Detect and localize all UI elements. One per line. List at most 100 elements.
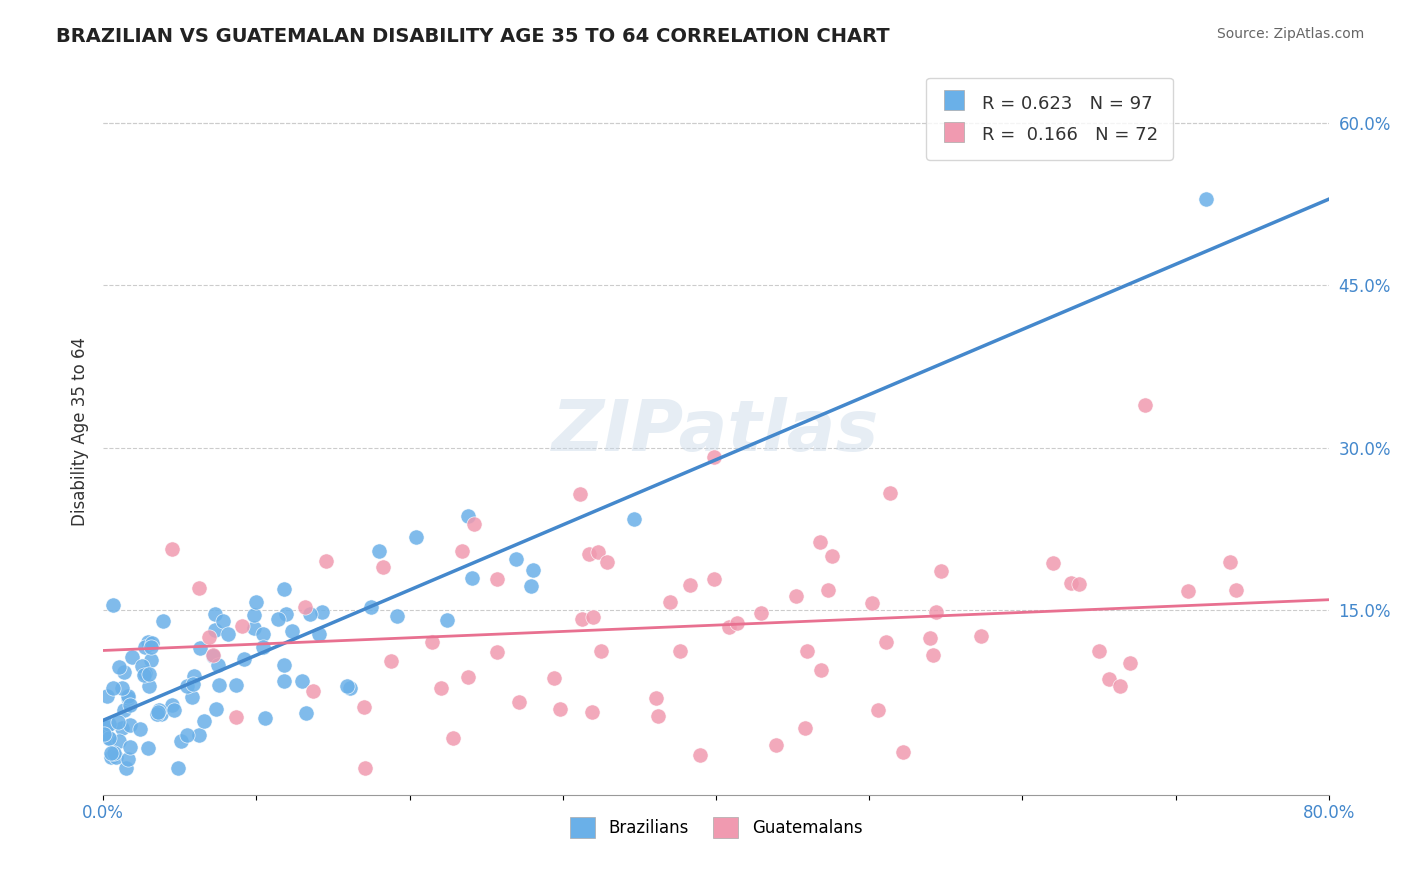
- Point: [107, 714, 129, 729]
- Point: [204, 623, 226, 637]
- Point: [817, 582, 839, 597]
- Point: [294, 706, 316, 720]
- Point: [485, 572, 508, 586]
- Point: [808, 534, 831, 549]
- Point: [796, 644, 818, 658]
- Point: [1042, 556, 1064, 570]
- Point: [860, 596, 883, 610]
- Point: [115, 761, 138, 775]
- Point: [225, 710, 247, 724]
- Point: [176, 679, 198, 693]
- Point: [117, 752, 139, 766]
- Point: [520, 579, 543, 593]
- Point: [204, 702, 226, 716]
- Point: [429, 681, 451, 695]
- Point: [582, 610, 605, 624]
- Point: [253, 710, 276, 724]
- Point: [647, 709, 669, 723]
- Point: [225, 678, 247, 692]
- Point: [591, 643, 613, 657]
- Point: [193, 714, 215, 728]
- Point: [202, 649, 225, 664]
- Point: [879, 486, 901, 500]
- Point: [146, 705, 169, 719]
- Point: [146, 706, 169, 721]
- Point: [120, 718, 142, 732]
- Point: [136, 635, 159, 649]
- Point: [299, 607, 322, 621]
- Point: [568, 487, 591, 501]
- Point: [110, 721, 132, 735]
- Point: [550, 702, 572, 716]
- Point: [207, 657, 229, 672]
- Point: [294, 599, 316, 614]
- Point: [100, 732, 122, 747]
- Point: [112, 703, 135, 717]
- Point: [245, 595, 267, 609]
- Point: [187, 581, 209, 595]
- Point: [94, 720, 117, 734]
- Point: [170, 734, 193, 748]
- Point: [100, 747, 122, 761]
- Point: [457, 509, 479, 524]
- Point: [252, 626, 274, 640]
- Point: [274, 607, 297, 622]
- Point: [765, 738, 787, 752]
- Point: [451, 544, 474, 558]
- Point: [571, 612, 593, 626]
- Point: [1219, 555, 1241, 569]
- Point: [97, 731, 120, 745]
- Point: [112, 665, 135, 679]
- Point: [208, 678, 231, 692]
- Point: [689, 747, 711, 762]
- Point: [291, 674, 314, 689]
- Point: [128, 723, 150, 737]
- Point: [1098, 673, 1121, 687]
- Point: [457, 670, 479, 684]
- Point: [104, 750, 127, 764]
- Point: [703, 450, 725, 464]
- Point: [360, 600, 382, 615]
- Point: [581, 705, 603, 719]
- Point: [436, 613, 458, 627]
- Point: [596, 555, 619, 569]
- Point: [181, 677, 204, 691]
- Point: [273, 674, 295, 689]
- Point: [121, 650, 143, 665]
- Point: [1087, 644, 1109, 658]
- Point: [148, 703, 170, 717]
- Point: [785, 589, 807, 603]
- Point: [821, 549, 844, 564]
- Point: [339, 681, 361, 695]
- Point: [893, 745, 915, 759]
- Text: BRAZILIAN VS GUATEMALAN DISABILITY AGE 35 TO 64 CORRELATION CHART: BRAZILIAN VS GUATEMALAN DISABILITY AGE 3…: [56, 27, 890, 45]
- Point: [107, 660, 129, 674]
- Point: [505, 552, 527, 566]
- Point: [311, 605, 333, 619]
- Point: [93, 727, 115, 741]
- Point: [623, 512, 645, 526]
- Point: [134, 640, 156, 654]
- Point: [301, 684, 323, 698]
- Point: [1069, 577, 1091, 591]
- Point: [1060, 576, 1083, 591]
- Point: [659, 595, 682, 609]
- Point: [117, 689, 139, 703]
- Point: [353, 700, 375, 714]
- Point: [101, 681, 124, 696]
- Point: [749, 606, 772, 620]
- Point: [315, 554, 337, 568]
- Point: [252, 640, 274, 654]
- Point: [96, 690, 118, 704]
- Point: [141, 640, 163, 655]
- Point: [922, 648, 945, 663]
- Point: [586, 545, 609, 559]
- Point: [188, 640, 211, 655]
- Point: [924, 605, 946, 619]
- Point: [420, 635, 443, 649]
- Point: [138, 679, 160, 693]
- Point: [354, 761, 377, 775]
- Point: [118, 698, 141, 712]
- Point: [1109, 679, 1132, 693]
- Point: [103, 746, 125, 760]
